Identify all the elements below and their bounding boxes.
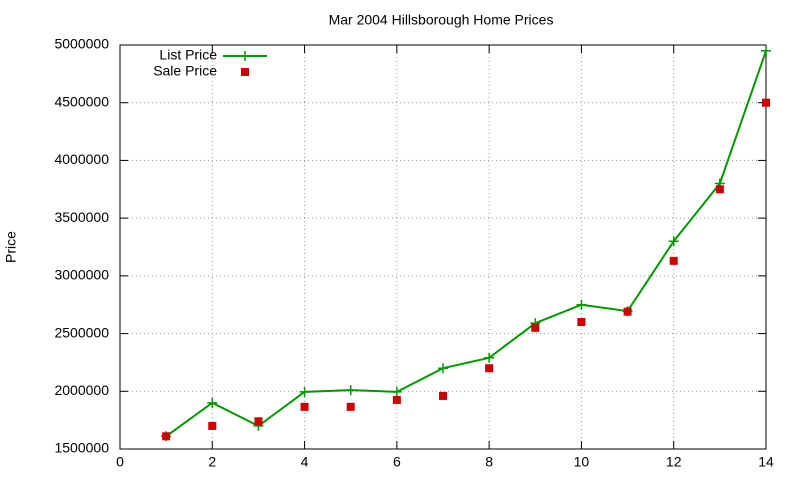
point-marker (299, 386, 310, 397)
y-tick-label: 1500000 (54, 440, 109, 456)
y-tick-label: 2500000 (54, 324, 109, 340)
point-marker (669, 256, 678, 265)
point-marker (623, 307, 632, 316)
point-marker (162, 432, 171, 441)
point-marker (715, 185, 724, 194)
point-marker (762, 98, 770, 107)
point-marker (346, 402, 355, 411)
point-marker (300, 402, 309, 411)
point-marker (438, 363, 448, 374)
legend-label: Sale Price (153, 63, 217, 79)
y-tick-label: 3000000 (54, 267, 109, 283)
x-tick-label: 14 (758, 454, 774, 470)
point-marker (207, 397, 218, 408)
x-tick-label: 10 (574, 454, 590, 470)
x-tick-label: 4 (301, 454, 309, 470)
point-marker (391, 386, 402, 397)
x-tick-label: 12 (666, 454, 682, 470)
point-marker (668, 236, 679, 247)
point-marker (345, 385, 356, 396)
y-axis-label: Price (3, 231, 19, 263)
point-marker (439, 391, 447, 400)
point-marker (761, 45, 771, 56)
point-marker (208, 421, 217, 430)
x-tick-label: 0 (116, 454, 124, 470)
point-marker (531, 323, 540, 332)
point-marker (576, 299, 587, 310)
y-tick-label: 4500000 (54, 93, 109, 109)
x-tick-label: 6 (393, 454, 401, 470)
point-marker (240, 51, 250, 61)
point-marker (484, 352, 495, 363)
legend-label: List Price (159, 47, 217, 63)
plot-frame (119, 44, 767, 450)
y-tick-label: 5000000 (54, 36, 109, 52)
y-tick-label: 2000000 (54, 382, 109, 398)
chart-title: Mar 2004 Hillsborough Home Prices (329, 12, 554, 28)
x-tick-label: 2 (208, 454, 216, 470)
point-marker (485, 364, 494, 373)
x-tick-label: 8 (485, 454, 493, 470)
y-tick-label: 4000000 (54, 151, 109, 167)
y-tick-label: 3500000 (54, 209, 109, 225)
point-marker (392, 395, 401, 404)
point-marker (254, 417, 263, 426)
point-marker (577, 318, 586, 327)
point-marker (241, 68, 249, 76)
series-line (165, 50, 767, 438)
